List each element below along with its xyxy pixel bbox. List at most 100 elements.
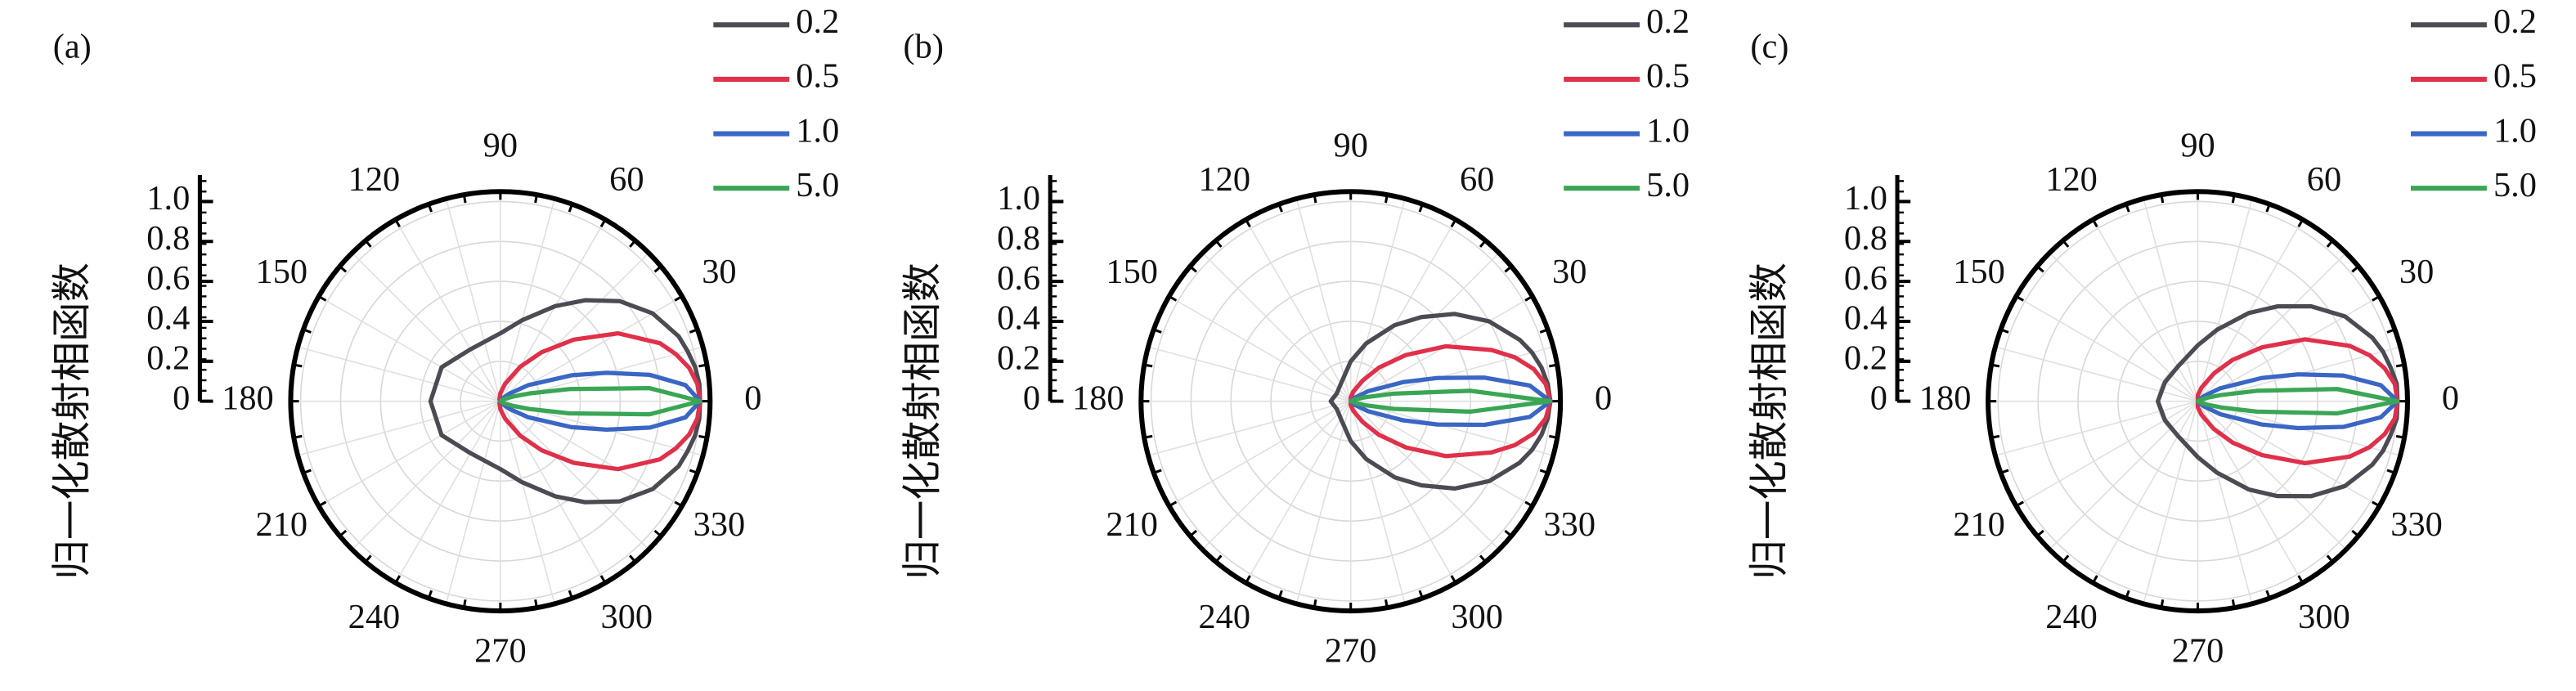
legend-label: 0.2 (2493, 2, 2537, 41)
phase-curve (1328, 312, 1553, 491)
grid-spoke (500, 198, 556, 402)
frame-tick (1143, 434, 1153, 439)
r-tick-label: 0.8 (997, 219, 1040, 258)
theta-tick-label: 300 (2298, 598, 2350, 636)
grid-spoke (445, 198, 501, 402)
r-tick-label: 0.4 (1844, 299, 1887, 338)
r-tick-label: 0.4 (146, 299, 190, 338)
theta-tick-label: 210 (1106, 505, 1158, 544)
theta-tick-label: 240 (348, 598, 401, 636)
grid-spoke (394, 401, 501, 584)
legend-label: 1.0 (796, 111, 839, 150)
frame-tick (2000, 469, 2009, 474)
frame-tick (1384, 599, 1389, 608)
frame-tick (1990, 363, 2000, 368)
legend-label: 1.0 (2493, 111, 2537, 150)
grid-spoke (1350, 401, 1456, 584)
grid-spoke (318, 295, 501, 402)
grid-spoke (2016, 400, 2198, 507)
theta-tick-label: 0 (2442, 379, 2459, 417)
grid-spoke (1169, 400, 1352, 507)
frame-tick (303, 469, 312, 474)
frame-tick (2160, 599, 2165, 608)
polar-panel: (c)030609012015018021024027030033000.20.… (1747, 2, 2537, 670)
grid-spoke (2197, 400, 2381, 507)
legend-label: 5.0 (1646, 166, 1690, 204)
frame-tick (1418, 204, 1424, 213)
r-tick-label: 0.6 (997, 259, 1040, 298)
r-tick-label: 0 (173, 379, 190, 417)
theta-tick-label: 270 (474, 631, 527, 670)
frame-tick (2326, 240, 2334, 248)
theta-tick-label: 0 (744, 379, 761, 417)
grid-spoke (1350, 346, 1554, 402)
theta-tick-label: 120 (1198, 160, 1250, 199)
frame-tick (1313, 194, 1317, 204)
frame-tick (698, 434, 707, 439)
phase-curve (498, 386, 702, 417)
frame-tick (1189, 265, 1197, 273)
grid-spoke (2197, 401, 2253, 604)
legend-label: 0.5 (1646, 57, 1690, 96)
theta-tick-label: 240 (2045, 598, 2098, 636)
theta-tick-label: 30 (702, 253, 736, 291)
grid-spoke (1201, 401, 1352, 550)
theta-tick-label: 270 (1325, 631, 1377, 670)
frame-tick (1153, 469, 1162, 474)
grid-spoke (2197, 252, 2347, 402)
r-tick-label: 0.8 (146, 219, 190, 258)
grid-spoke (1169, 295, 1352, 402)
frame-tick (599, 575, 607, 584)
frame-tick (2372, 295, 2381, 302)
theta-tick-label: 30 (2399, 253, 2434, 291)
r-tick-label: 0 (1870, 379, 1887, 417)
frame-tick (462, 194, 467, 204)
theta-tick-label: 270 (2172, 631, 2224, 670)
grid-spoke (1350, 219, 1456, 402)
frame-tick (1143, 363, 1153, 368)
grid-spoke (445, 401, 501, 604)
frame-tick (599, 218, 607, 228)
frame-tick (1245, 575, 1251, 584)
r-tick-label: 0.2 (146, 339, 190, 378)
frame-tick (1313, 599, 1317, 608)
grid-spoke (2049, 401, 2199, 550)
grid-spoke (351, 252, 501, 402)
frame-tick (1277, 590, 1283, 599)
panel-label: (c) (1750, 27, 1788, 65)
grid-spoke (1350, 400, 1554, 456)
grid-spoke (2016, 295, 2198, 402)
frame-tick (2386, 469, 2396, 474)
frame-tick (1504, 529, 1513, 537)
theta-tick-label: 150 (1953, 253, 2005, 291)
grid-spoke (1147, 400, 1351, 456)
theta-tick-label: 240 (1198, 598, 1250, 636)
frame-tick (318, 500, 327, 508)
frame-tick (2092, 575, 2098, 584)
theta-tick-label: 60 (609, 160, 644, 199)
frame-tick (1549, 434, 1558, 439)
frame-tick (2395, 363, 2405, 368)
frame-tick (1990, 434, 2000, 439)
grid-spoke (2197, 198, 2253, 402)
r-tick-label: 1.0 (146, 179, 190, 218)
frame-tick (534, 194, 538, 204)
r-axis-label: 归一化散射相函数 (49, 262, 95, 580)
frame-tick (2297, 575, 2304, 584)
frame-tick (2015, 295, 2024, 302)
grid-spoke (1295, 198, 1352, 402)
grid-spoke (2092, 401, 2199, 584)
frame-tick (1450, 575, 1457, 584)
frame-tick (534, 599, 538, 608)
grid-spoke (1201, 252, 1352, 402)
frame-tick (2036, 265, 2044, 273)
frame-tick (2125, 204, 2130, 213)
frame-tick (1549, 363, 1558, 368)
grid-spoke (394, 219, 501, 402)
frame-tick (1450, 218, 1457, 228)
frame-tick (2386, 328, 2396, 334)
grid-spoke (2143, 401, 2199, 604)
theta-tick-label: 60 (2307, 160, 2341, 199)
frame-tick (364, 554, 372, 563)
